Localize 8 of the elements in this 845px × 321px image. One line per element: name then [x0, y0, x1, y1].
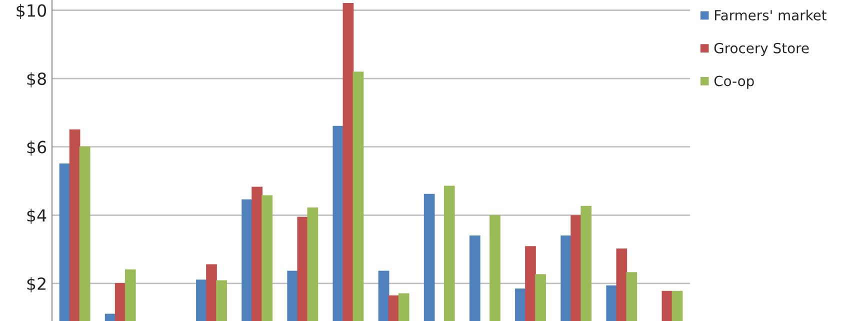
legend-label: Grocery Store	[714, 42, 809, 56]
y-tick-label: $2	[27, 277, 46, 292]
y-tick-label: $8	[27, 72, 46, 88]
y-tick-label: $6	[27, 140, 46, 156]
legend-label: Farmers' market	[714, 10, 827, 20]
y-tick-label: $10	[16, 4, 46, 20]
y-tick-label: $4	[27, 208, 46, 224]
legend-label: Co-op	[714, 76, 754, 89]
